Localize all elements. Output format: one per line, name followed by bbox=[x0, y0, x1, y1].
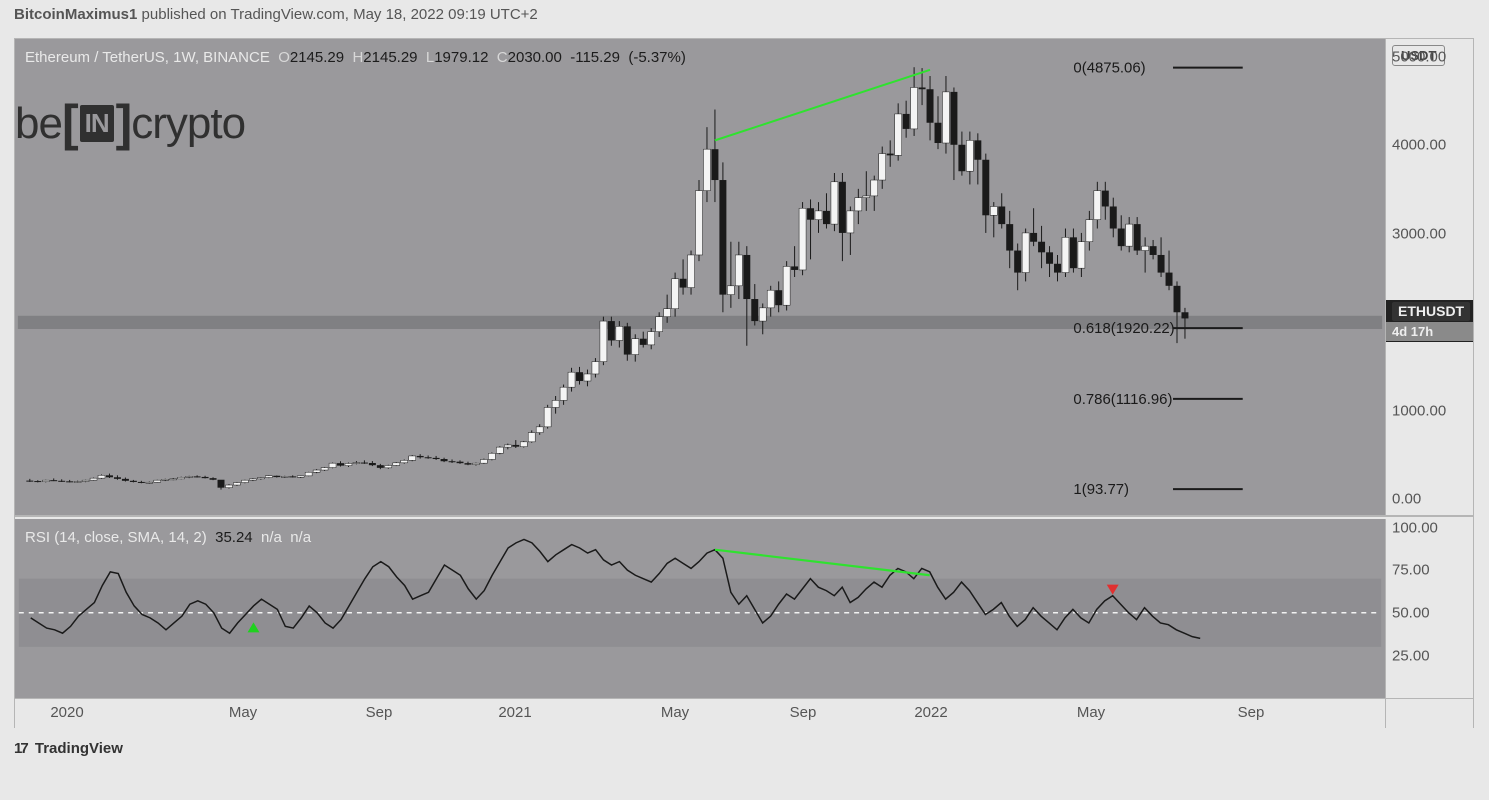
time-tick: May bbox=[661, 704, 689, 721]
svg-text:0.786(1116.96): 0.786(1116.96) bbox=[1073, 391, 1172, 408]
time-tick: Sep bbox=[790, 704, 817, 721]
candle-countdown: 4d 17h bbox=[1386, 322, 1473, 341]
chart-container: be[IN]crypto 0(4875.06)0.618(1920.22)0.7… bbox=[14, 38, 1474, 728]
price-axis[interactable]: USDT 0.001000.002000.003000.004000.00500… bbox=[1385, 39, 1473, 517]
time-tick: Sep bbox=[1238, 704, 1265, 721]
time-axis[interactable]: 2020 May Sep 2021 May Sep 2022 May Sep bbox=[15, 699, 1385, 728]
ohlc-c: 2030.00 bbox=[508, 49, 562, 66]
time-tick: May bbox=[1077, 704, 1105, 721]
svg-text:0.618(1920.22): 0.618(1920.22) bbox=[1073, 320, 1174, 337]
attribution-line: BitcoinMaximus1 published on TradingView… bbox=[14, 6, 538, 23]
rsi-pane[interactable]: RSI (14, close, SMA, 14, 2) 35.24 n/a n/… bbox=[15, 519, 1385, 699]
time-tick: 2022 bbox=[914, 704, 947, 721]
price-tick: 1000.00 bbox=[1392, 402, 1446, 419]
rsi-params: (14, close, SMA, 14, 2) bbox=[54, 529, 207, 546]
svg-text:0(4875.06): 0(4875.06) bbox=[1073, 60, 1145, 77]
time-tick: 2020 bbox=[50, 704, 83, 721]
price-pane[interactable]: be[IN]crypto 0(4875.06)0.618(1920.22)0.7… bbox=[15, 39, 1385, 517]
tradingview-brand: TradingView bbox=[35, 740, 123, 757]
attribution-text: published on TradingView.com, May 18, 20… bbox=[142, 6, 538, 23]
change-abs: -115.29 bbox=[570, 49, 620, 66]
interval: 1W bbox=[173, 49, 195, 66]
rsi-value: 35.24 bbox=[215, 529, 253, 546]
author: BitcoinMaximus1 bbox=[14, 6, 137, 23]
price-tick: 0.00 bbox=[1392, 491, 1421, 508]
rsi-na2: n/a bbox=[290, 529, 311, 546]
time-tick: Sep bbox=[366, 704, 393, 721]
price-chart-svg: 0(4875.06) 0.618(1920.22) 0.786(1116.96) 1(… bbox=[15, 39, 1385, 515]
symbol-pair: Ethereum / TetherUS bbox=[25, 49, 165, 66]
rsi-tick: 25.00 bbox=[1392, 648, 1430, 665]
change-pct: (-5.37%) bbox=[628, 49, 686, 66]
tradingview-footer: 17 TradingView bbox=[14, 740, 123, 757]
ohlc-o: 2145.29 bbox=[290, 49, 344, 66]
tradingview-logo-icon: 17 bbox=[14, 740, 27, 757]
rsi-tick: 100.00 bbox=[1392, 519, 1438, 536]
rsi-tick: 75.00 bbox=[1392, 562, 1430, 579]
price-legend: Ethereum / TetherUS, 1W, BINANCE O2145.2… bbox=[25, 49, 686, 66]
price-tick: 3000.00 bbox=[1392, 225, 1446, 242]
rsi-tick: 50.00 bbox=[1392, 605, 1430, 622]
rsi-name: RSI bbox=[25, 529, 50, 546]
axis-corner bbox=[1385, 699, 1473, 728]
svg-text:1(93.77): 1(93.77) bbox=[1073, 481, 1129, 498]
ohlc-l: 1979.12 bbox=[434, 49, 488, 66]
ohlc-h: 2145.29 bbox=[363, 49, 417, 66]
rsi-axis[interactable]: 25.00 50.00 75.00 100.00 bbox=[1385, 519, 1473, 699]
exchange: BINANCE bbox=[203, 49, 270, 66]
time-tick: 2021 bbox=[498, 704, 531, 721]
price-tick: 5000.00 bbox=[1392, 48, 1446, 65]
rsi-na1: n/a bbox=[261, 529, 282, 546]
rsi-legend: RSI (14, close, SMA, 14, 2) 35.24 n/a n/… bbox=[25, 529, 311, 546]
time-tick: May bbox=[229, 704, 257, 721]
price-tick: 4000.00 bbox=[1392, 137, 1446, 154]
